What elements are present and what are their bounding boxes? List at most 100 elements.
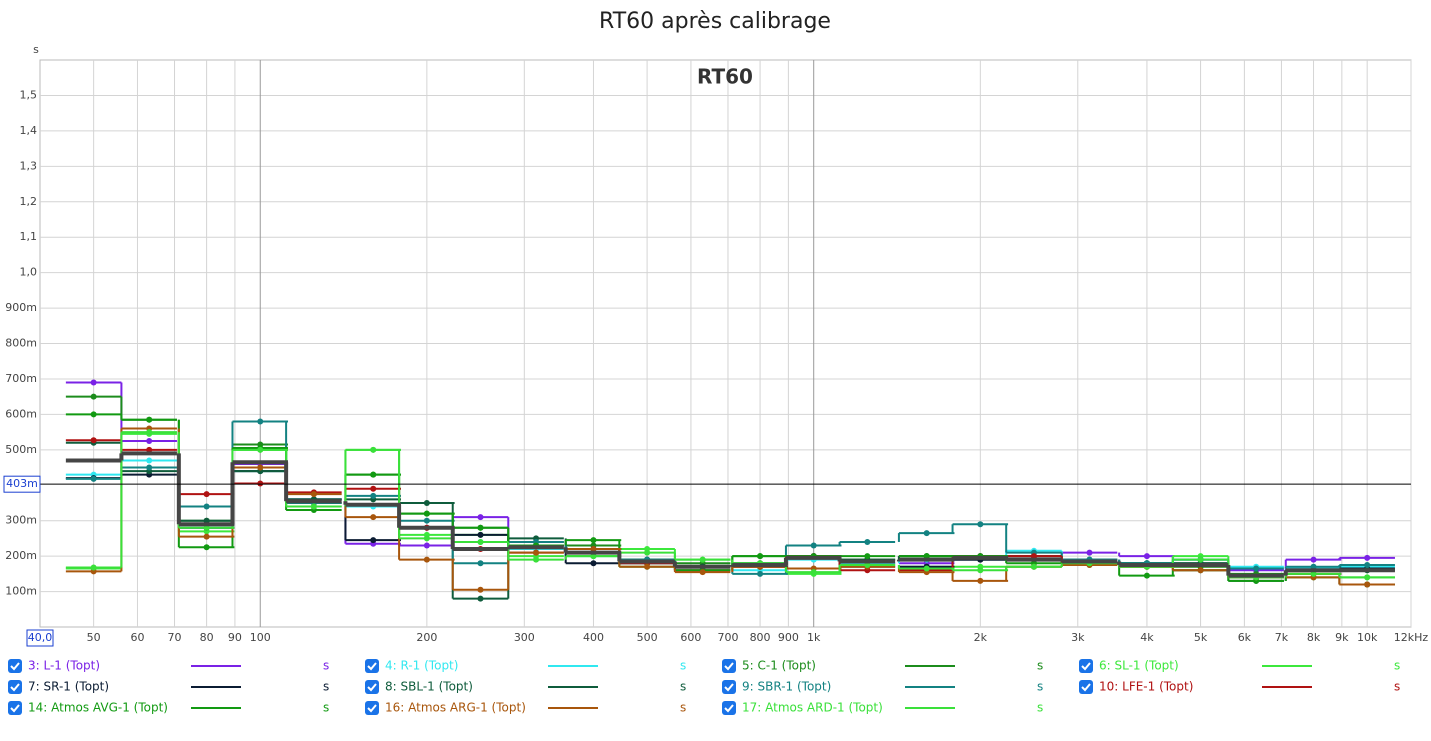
- data-point: [370, 485, 377, 492]
- data-point: [810, 569, 817, 576]
- legend-item: 7: SR-1 (Topt) s: [8, 680, 329, 694]
- data-point: [257, 418, 264, 425]
- legend-label[interactable]: 6: SL-1 (Topt): [1099, 659, 1179, 673]
- data-point: [146, 416, 153, 423]
- x-tick-label: 300: [514, 631, 535, 644]
- data-point: [864, 538, 871, 545]
- x-tick-label: 70: [168, 631, 182, 644]
- data-point: [864, 561, 871, 568]
- x-tick-label: 9k: [1335, 631, 1349, 644]
- y-tick-label: 1,1: [20, 230, 38, 243]
- legend-unit: s: [323, 701, 329, 715]
- chart-subtitle: RT60: [697, 65, 753, 89]
- y-tick-label: 500m: [5, 443, 37, 456]
- data-point: [644, 549, 651, 556]
- legend-label[interactable]: 17: Atmos ARD-1 (Topt): [742, 701, 883, 715]
- data-point: [423, 535, 430, 542]
- legend-checkbox[interactable]: [365, 680, 379, 694]
- data-point: [1310, 563, 1317, 570]
- y-tick-label: 800m: [5, 337, 37, 350]
- x-tick-label: 2k: [974, 631, 988, 644]
- legend-checkmark: [10, 683, 20, 692]
- legend-checkmark: [724, 704, 734, 713]
- y-tick-label: 900m: [5, 301, 37, 314]
- legend-checkmark: [1081, 683, 1091, 692]
- legend-checkbox[interactable]: [722, 659, 736, 673]
- legend-checkbox[interactable]: [8, 701, 22, 715]
- x-tick-label: 400: [583, 631, 604, 644]
- x-tick-label: 8k: [1307, 631, 1321, 644]
- data-point: [757, 553, 764, 560]
- series: [65, 451, 1395, 578]
- legend-checkbox[interactable]: [365, 659, 379, 673]
- y-tick-label: 100m: [5, 585, 37, 598]
- legend-item: 4: R-1 (Topt) s: [365, 659, 686, 673]
- data-point: [423, 499, 430, 506]
- legend-label[interactable]: 3: L-1 (Topt): [28, 659, 100, 673]
- data-point: [257, 480, 264, 487]
- legend-label[interactable]: 4: R-1 (Topt): [385, 659, 458, 673]
- legend-checkbox[interactable]: [1079, 680, 1093, 694]
- legend-checkbox[interactable]: [1079, 659, 1093, 673]
- legend-unit: s: [680, 659, 686, 673]
- legend-label[interactable]: 16: Atmos ARG-1 (Topt): [385, 701, 526, 715]
- cursor-label: 40,0: [28, 631, 53, 644]
- legend-item: 6: SL-1 (Topt) s: [1079, 659, 1400, 673]
- legend-label[interactable]: 5: C-1 (Topt): [742, 659, 816, 673]
- legend-checkmark: [367, 662, 377, 671]
- x-tick-label: 90: [228, 631, 242, 644]
- legend-checkmark: [1081, 662, 1091, 671]
- legend-checkmark: [367, 683, 377, 692]
- legend-unit: s: [680, 701, 686, 715]
- data-point: [1030, 563, 1037, 570]
- legend-checkbox[interactable]: [365, 701, 379, 715]
- y-tick-label: 300m: [5, 514, 37, 527]
- data-point: [810, 542, 817, 549]
- legend-unit: s: [1394, 680, 1400, 694]
- data-point: [477, 560, 484, 567]
- legend-checkbox[interactable]: [8, 680, 22, 694]
- data-point: [1197, 567, 1204, 574]
- x-tick-label: 7k: [1275, 631, 1289, 644]
- data-point: [423, 556, 430, 563]
- data-point: [1310, 556, 1317, 563]
- y-tick-label: 700m: [5, 372, 37, 385]
- x-tick-label: 10k: [1357, 631, 1378, 644]
- data-point: [1310, 570, 1317, 577]
- x-tick-label: 200: [416, 631, 437, 644]
- data-point: [423, 510, 430, 517]
- data-point: [590, 537, 597, 544]
- data-point: [590, 546, 597, 553]
- legend-item: 9: SBR-1 (Topt) s: [722, 680, 1043, 694]
- legend-label[interactable]: 9: SBR-1 (Topt): [742, 680, 831, 694]
- legend-checkmark: [724, 683, 734, 692]
- legend-label[interactable]: 10: LFE-1 (Topt): [1099, 680, 1193, 694]
- x-tick-label: 500: [637, 631, 658, 644]
- x-tick-label: 12kHz: [1394, 631, 1429, 644]
- data-point: [90, 564, 97, 571]
- legend-label[interactable]: 7: SR-1 (Topt): [28, 680, 109, 694]
- legend-item: 17: Atmos ARD-1 (Topt) s: [722, 701, 1043, 715]
- y-tick-label: 1,0: [20, 266, 38, 279]
- x-tick-label: 800: [750, 631, 771, 644]
- y-tick-label: 1,3: [20, 159, 38, 172]
- data-point: [90, 475, 97, 482]
- legend-checkbox[interactable]: [722, 701, 736, 715]
- legend-checkbox[interactable]: [722, 680, 736, 694]
- legend-checkbox[interactable]: [8, 659, 22, 673]
- x-tick-label: 700: [717, 631, 738, 644]
- legend-item: 3: L-1 (Topt) s: [8, 659, 329, 673]
- legend-unit: s: [323, 680, 329, 694]
- legend-item: 10: LFE-1 (Topt) s: [1079, 680, 1400, 694]
- legend-label[interactable]: 14: Atmos AVG-1 (Topt): [28, 701, 168, 715]
- legend-checkmark: [367, 704, 377, 713]
- data-point: [203, 544, 210, 551]
- data-point: [923, 565, 930, 572]
- y-tick-label: 1,5: [20, 88, 38, 101]
- data-point: [1143, 553, 1150, 560]
- x-tick-label: 1k: [807, 631, 821, 644]
- x-tick-label: 6k: [1238, 631, 1252, 644]
- legend-label[interactable]: 8: SBL-1 (Topt): [385, 680, 473, 694]
- data-point: [477, 538, 484, 545]
